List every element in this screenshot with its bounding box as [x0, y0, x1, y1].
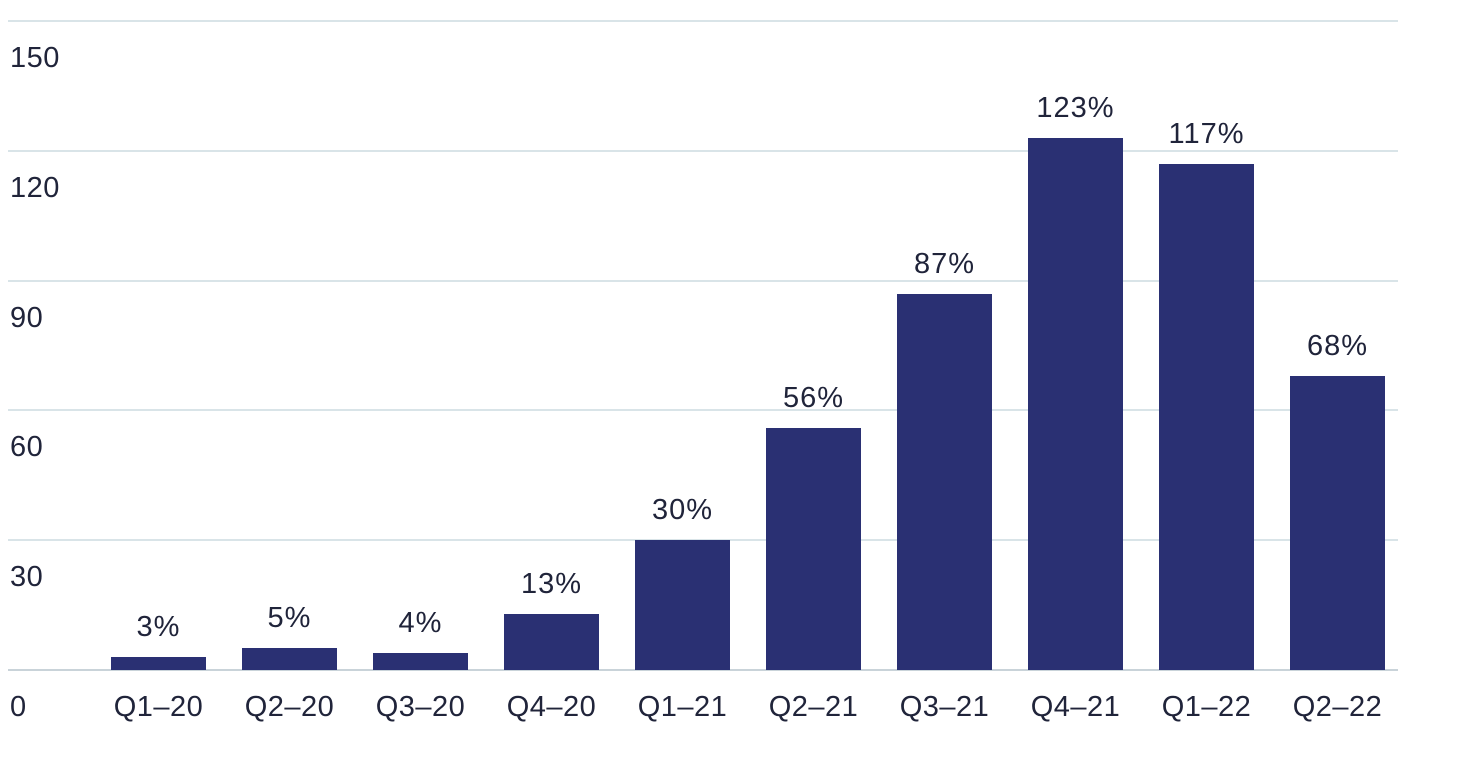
bar-value-label-q3-21: 87%: [913, 248, 976, 280]
bar-q3-20: [373, 653, 468, 670]
bar-q1-22: [1159, 164, 1254, 670]
bar-value-label-q2-21: 56%: [782, 382, 845, 414]
gridline-90: [8, 280, 1398, 282]
y-tick-label-0: 0: [10, 691, 27, 723]
y-tick-label-120: 120: [10, 172, 60, 204]
y-tick-label-30: 30: [10, 561, 44, 593]
x-tick-label-q1-21: Q1–21: [637, 691, 728, 723]
bar-value-label-q4-21: 123%: [1036, 92, 1115, 124]
bar-q3-21: [897, 294, 992, 670]
bar-value-label-q1-22: 117%: [1168, 118, 1245, 150]
bar-q2-20: [242, 648, 337, 670]
bar-value-label-q3-20: 4%: [398, 607, 443, 639]
gridline-120: [8, 150, 1398, 152]
x-tick-label-q3-21: Q3–21: [899, 691, 990, 723]
bar-q2-21: [766, 428, 861, 670]
bar-q1-20: [111, 657, 206, 670]
bar-q2-22: [1290, 376, 1385, 670]
x-tick-label-q4-20: Q4–20: [506, 691, 597, 723]
y-tick-label-150: 150: [10, 42, 60, 74]
y-tick-label-60: 60: [10, 431, 44, 463]
x-axis-line: [8, 669, 1398, 671]
x-tick-label-q2-20: Q2–20: [244, 691, 335, 723]
x-tick-label-q2-21: Q2–21: [768, 691, 859, 723]
bar-value-label-q2-22: 68%: [1306, 330, 1369, 362]
bar-value-label-q2-20: 5%: [267, 602, 312, 634]
gridline-150: [8, 20, 1398, 22]
bar-value-label-q1-21: 30%: [651, 494, 714, 526]
x-tick-label-q4-21: Q4–21: [1030, 691, 1121, 723]
x-tick-label-q1-22: Q1–22: [1161, 691, 1252, 723]
x-tick-label-q3-20: Q3–20: [375, 691, 466, 723]
y-tick-label-90: 90: [10, 302, 44, 334]
bar-value-label-q1-20: 3%: [136, 611, 181, 643]
x-tick-label-q2-22: Q2–22: [1292, 691, 1383, 723]
bar-q4-21: [1028, 138, 1123, 670]
bar-value-label-q4-20: 13%: [520, 568, 583, 600]
bar-q1-21: [635, 540, 730, 670]
bar-q4-20: [504, 614, 599, 670]
gridline-60: [8, 409, 1398, 411]
x-tick-label-q1-20: Q1–20: [113, 691, 204, 723]
